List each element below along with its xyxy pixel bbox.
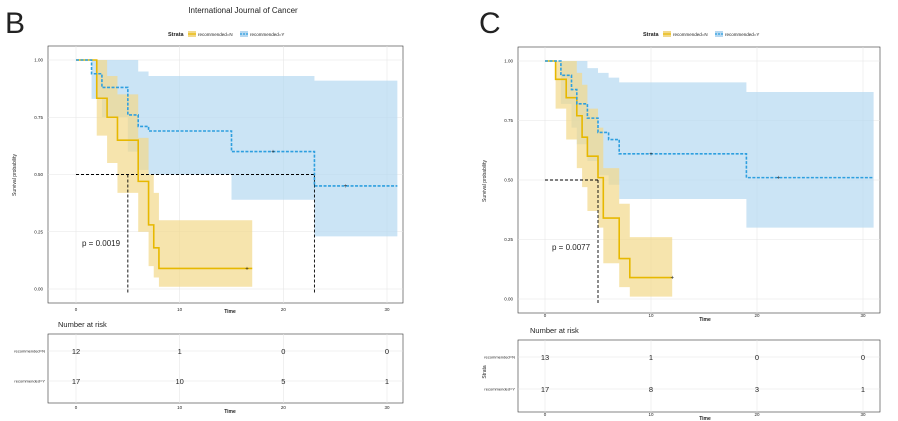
- y-tick-label: 0.25: [34, 229, 43, 234]
- y-tick-label: 1.00: [34, 58, 43, 63]
- legend-entry: recommended=Y: [725, 32, 759, 37]
- legend-title: Strata: [168, 32, 185, 38]
- risk-x-tick-label: 30: [860, 412, 866, 417]
- legend-entry: recommended=N: [673, 32, 708, 37]
- risk-x-axis-label: Time: [224, 409, 236, 415]
- risk-count: 17: [541, 385, 549, 394]
- y-tick-label: 0.25: [504, 237, 513, 242]
- x-tick-label: 20: [754, 313, 760, 318]
- x-axis-label: Time: [699, 317, 711, 323]
- censor-mark: +: [344, 184, 348, 190]
- risk-count: 0: [281, 347, 285, 356]
- risk-count: 1: [385, 377, 389, 386]
- risk-table-area: [47, 333, 404, 404]
- risk-x-tick-label: 0: [544, 412, 547, 417]
- survival-curve-y: [76, 59, 398, 187]
- risk-row-label: recommended=N: [14, 349, 45, 354]
- x-tick-label: 20: [281, 307, 287, 312]
- risk-count: 8: [649, 385, 653, 394]
- risk-count: 12: [72, 347, 80, 356]
- y-tick-label: 0.50: [34, 172, 43, 177]
- y-axis-label: Survival probability: [12, 154, 18, 196]
- risk-x-tick-label: 10: [648, 412, 654, 417]
- x-tick-label: 10: [177, 307, 183, 312]
- risk-x-tick-label: 20: [754, 412, 760, 417]
- panel-label: B: [5, 7, 25, 40]
- x-tick-label: 30: [860, 313, 866, 318]
- legend-entry: recommended=N: [198, 32, 233, 37]
- legend: Strata recommended=N recommended=Y: [168, 31, 284, 38]
- risk-table-title: Number at risk: [530, 326, 579, 335]
- legend-entry: recommended=Y: [250, 32, 284, 37]
- risk-count: 5: [281, 377, 285, 386]
- risk-count: 1: [861, 385, 865, 394]
- risk-x-tick-label: 10: [177, 405, 183, 410]
- journal-title: International Journal of Cancer: [188, 6, 298, 15]
- x-axis-label: Time: [224, 309, 236, 315]
- censor-mark: +: [271, 150, 275, 156]
- survival-curve-n: [76, 59, 253, 270]
- risk-x-tick-label: 20: [281, 405, 287, 410]
- x-tick-label: 30: [384, 307, 390, 312]
- ci-band-n: [545, 61, 673, 297]
- survival-curve-y: [545, 60, 874, 179]
- risk-row-label: recommended=N: [484, 355, 515, 360]
- censor-mark: +: [245, 266, 249, 272]
- risk-count: 1: [649, 353, 653, 362]
- censor-mark: +: [649, 152, 653, 158]
- panel-b: B Strata recommended=N recommended=Y 0.00 0.2…: [5, 7, 404, 415]
- risk-row-label: recommended=Y: [14, 379, 45, 384]
- panel-c: C Strata recommended=N recommended=Y 0.00 0.2…: [479, 7, 881, 421]
- y-tick-label: 0.50: [504, 178, 513, 183]
- y-tick-label: 0.00: [34, 287, 43, 292]
- risk-row-label: recommended=Y: [484, 387, 515, 392]
- censor-mark: +: [670, 276, 674, 282]
- ci-band-n: [76, 60, 253, 287]
- legend: Strata recommended=N recommended=Y: [643, 31, 759, 38]
- risk-count: 0: [385, 347, 389, 356]
- risk-x-tick-label: 0: [75, 405, 78, 410]
- y-tick-label: 0.00: [504, 297, 513, 302]
- x-tick-label: 0: [75, 307, 78, 312]
- risk-table-title: Number at risk: [58, 320, 107, 329]
- risk-count: 3: [755, 385, 759, 394]
- y-tick-label: 0.75: [504, 118, 513, 123]
- y-axis-label: Survival probability: [482, 160, 488, 202]
- risk-y-axis-label: Strata: [482, 365, 488, 379]
- risk-x-axis-label: Time: [699, 416, 711, 421]
- ci-band-y: [545, 61, 874, 228]
- p-value: p = 0.0077: [552, 243, 591, 252]
- risk-count: 13: [541, 353, 549, 362]
- survival-curve-n: [545, 60, 673, 279]
- legend-title: Strata: [643, 32, 660, 38]
- risk-count: 0: [861, 353, 865, 362]
- x-tick-label: 0: [544, 313, 547, 318]
- y-tick-label: 0.75: [34, 115, 43, 120]
- panel-label: C: [479, 7, 501, 40]
- p-value: p = 0.0019: [82, 239, 121, 248]
- risk-count: 17: [72, 377, 80, 386]
- risk-count: 1: [178, 347, 182, 356]
- risk-count: 0: [755, 353, 759, 362]
- x-tick-label: 10: [648, 313, 654, 318]
- ci-band-y: [76, 60, 398, 237]
- censor-mark: +: [776, 176, 780, 182]
- risk-x-tick-label: 30: [384, 405, 390, 410]
- risk-table-area: [517, 339, 881, 413]
- risk-count: 10: [175, 377, 183, 386]
- y-tick-label: 1.00: [504, 59, 513, 64]
